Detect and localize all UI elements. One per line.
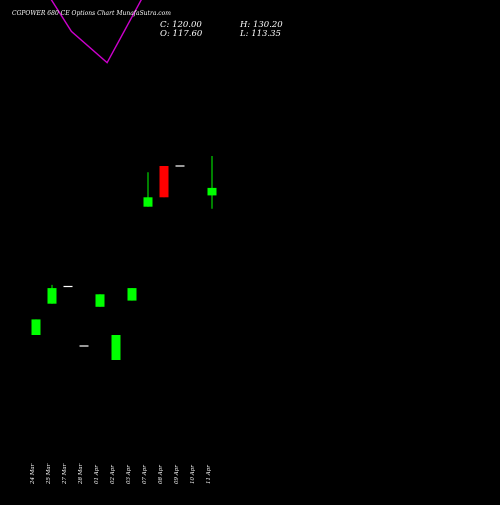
x-tick-label: 09 Apr <box>174 465 180 484</box>
candle-body <box>31 319 41 335</box>
candle-body <box>159 166 169 198</box>
candle-body <box>207 187 217 196</box>
open-value: O: 117.60 <box>160 29 203 39</box>
candle-body <box>95 294 105 307</box>
x-tick-label: 27 Mar <box>62 463 68 485</box>
high-value: H: 130.20 <box>240 20 283 30</box>
x-tick-label: 08 Apr <box>158 465 164 484</box>
lower-band-line <box>50 0 142 64</box>
x-tick-label: 25 Mar <box>46 463 52 485</box>
x-tick-label: 28 Mar <box>78 463 84 485</box>
x-tick-label: 24 Mar <box>30 463 36 485</box>
x-tick-label: 02 Apr <box>110 465 116 484</box>
x-tick-label: 11 Apr <box>206 465 212 484</box>
x-tick-label: 01 Apr <box>94 465 100 484</box>
candle-body <box>143 197 153 207</box>
x-tick-label: 07 Apr <box>142 465 148 484</box>
close-value: C: 120.00 <box>160 20 202 30</box>
low-value: L: 113.35 <box>240 29 281 39</box>
chart-title: CGPOWER 680 CE Options Chart MunafaSutra… <box>12 10 171 17</box>
x-tick-label: 10 Apr <box>190 465 196 484</box>
candle-body <box>111 335 121 360</box>
candle-body <box>47 288 57 304</box>
x-tick-label: 03 Apr <box>126 465 132 484</box>
candle-body <box>127 288 137 301</box>
